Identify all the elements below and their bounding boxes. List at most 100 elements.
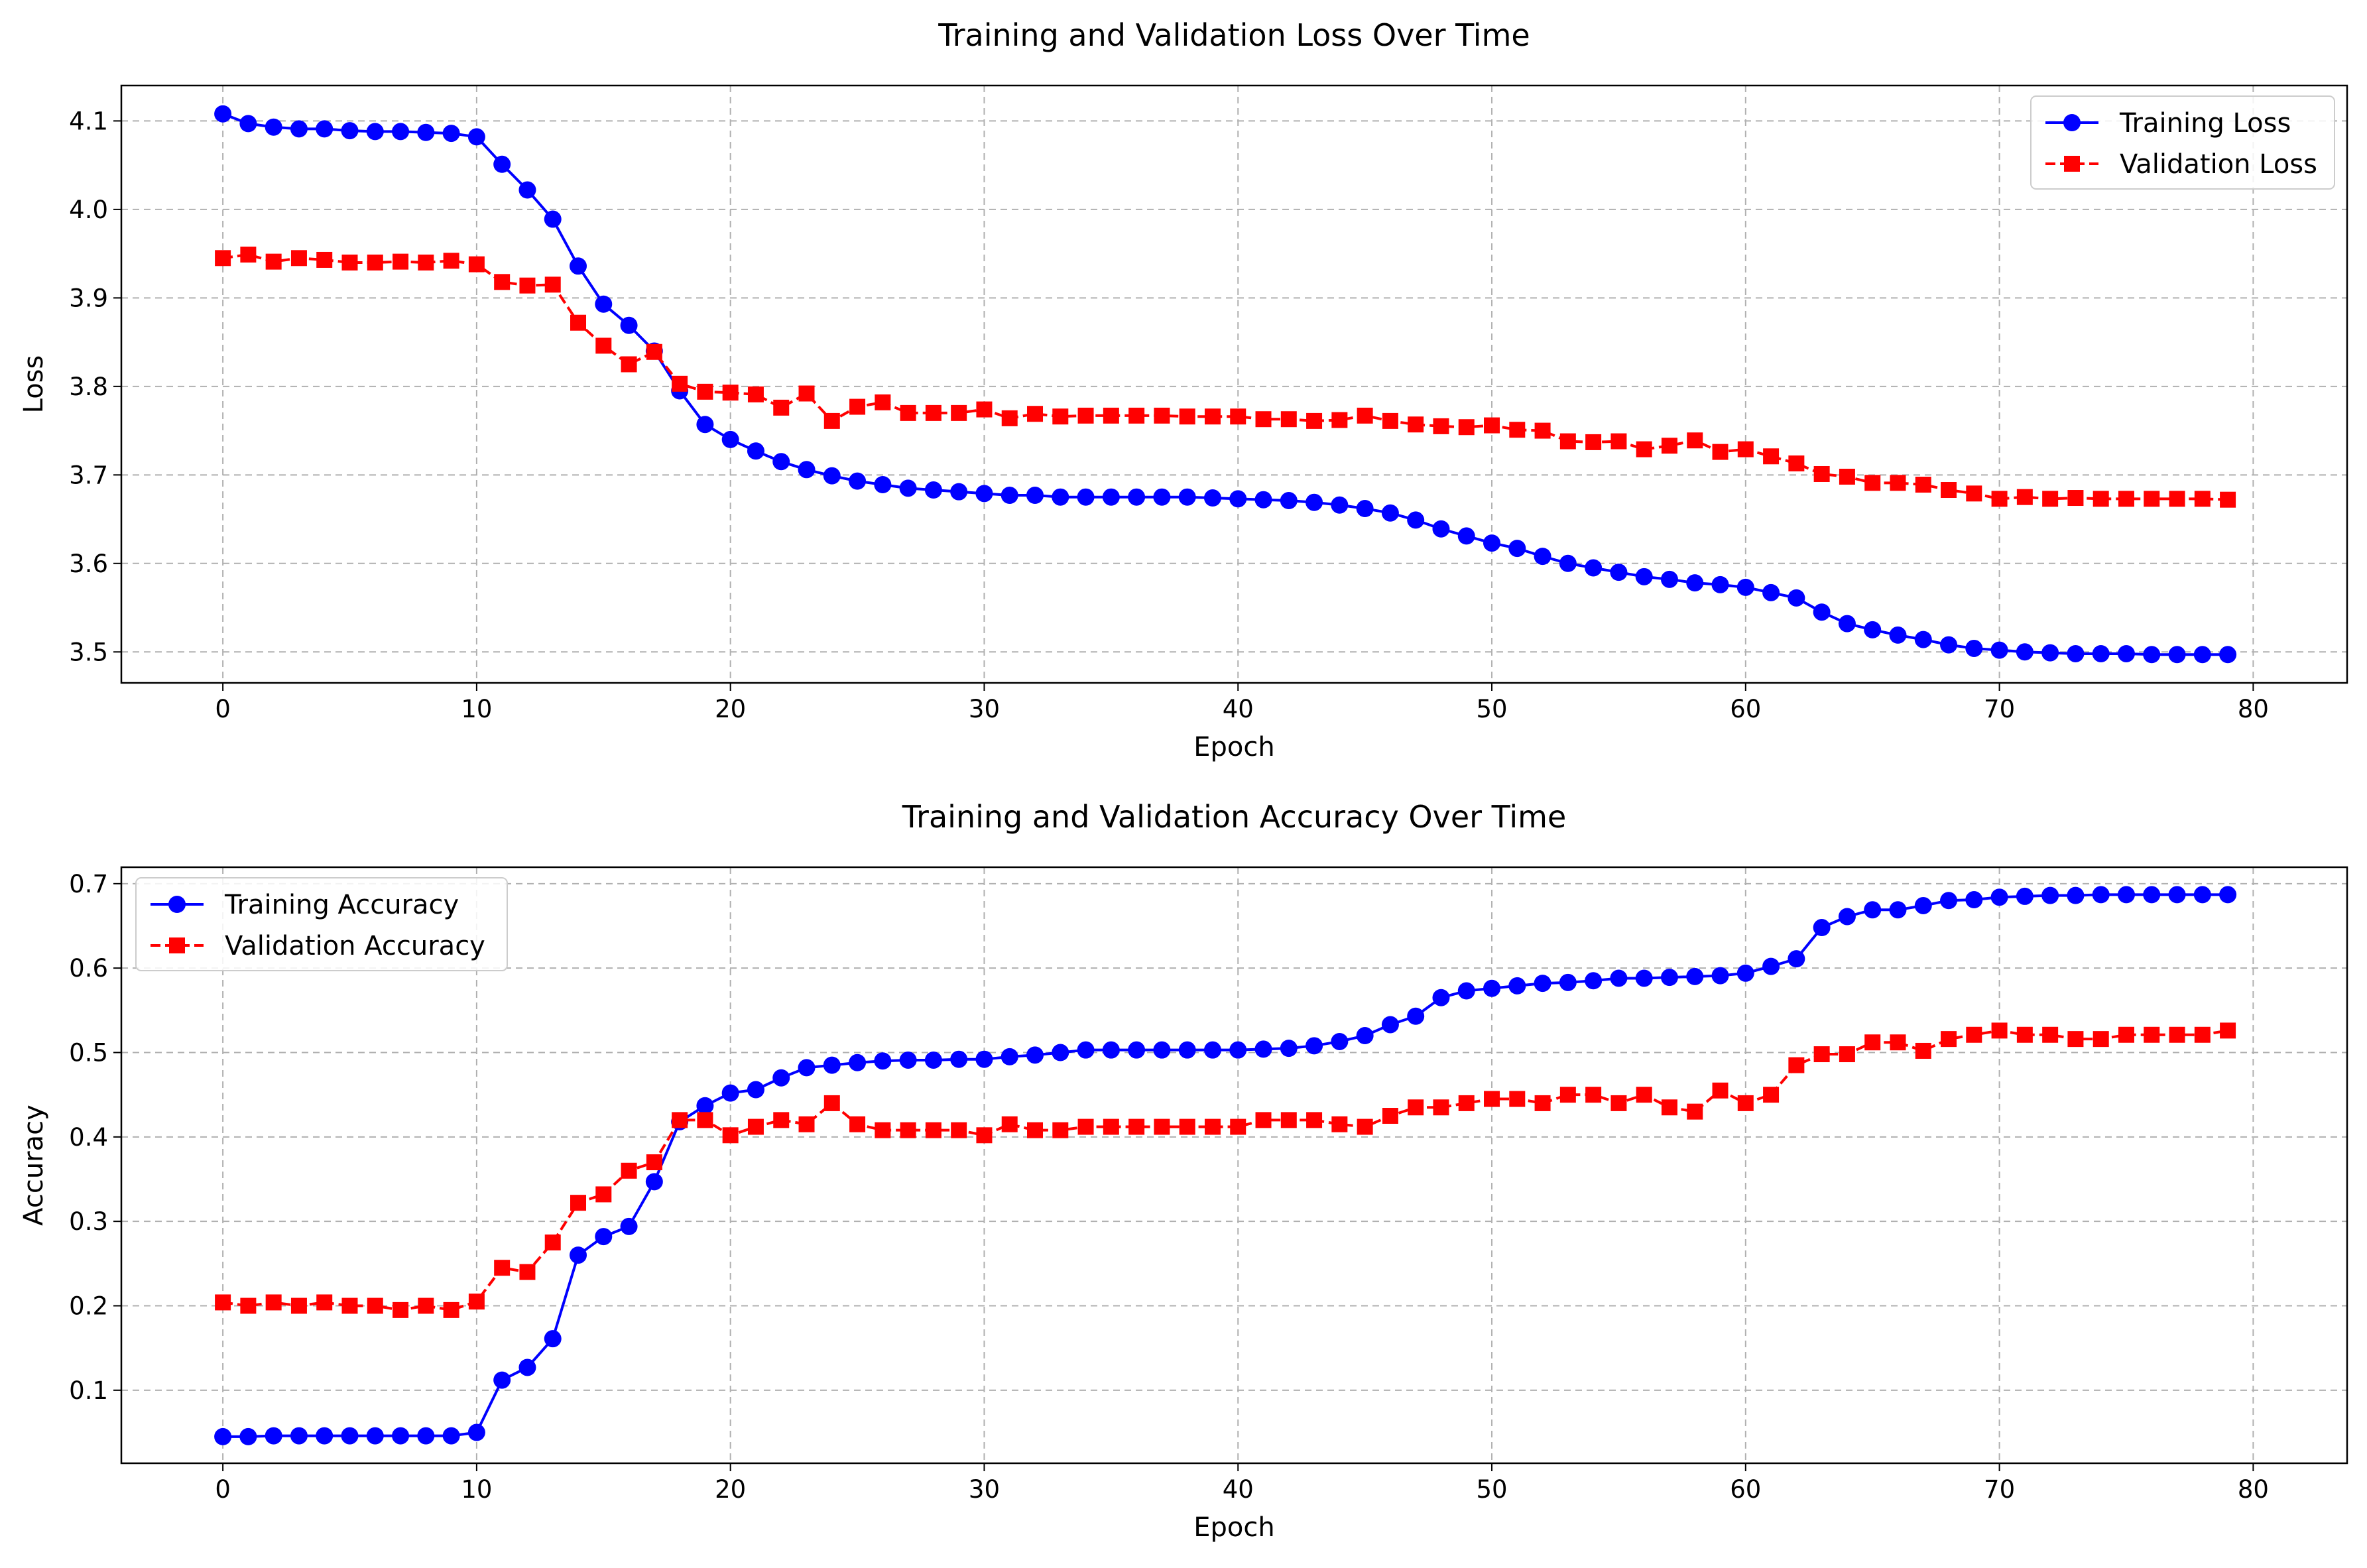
data-point: [1635, 568, 1653, 585]
data-point: [696, 416, 714, 434]
accuracy-chart-title: Training and Validation Accuracy Over Ti…: [902, 799, 1567, 835]
data-point: [1484, 1091, 1500, 1107]
data-point: [849, 1054, 867, 1071]
loss-legend: Training Loss Validation Loss: [2030, 95, 2335, 190]
data-point: [1762, 583, 1780, 601]
data-point: [1737, 1095, 1754, 1111]
data-point: [2219, 646, 2237, 664]
data-point: [721, 1084, 739, 1102]
data-point: [2117, 644, 2135, 662]
data-point: [951, 1122, 967, 1138]
data-point: [874, 1052, 892, 1070]
data-point: [1991, 491, 2008, 507]
data-point: [823, 412, 840, 429]
accuracy-legend: Training Accuracy Validation Accuracy: [135, 877, 508, 971]
data-point: [1788, 1057, 1805, 1073]
x-tick-label: 60: [1730, 695, 1761, 723]
y-tick-label: 0.1: [69, 1376, 108, 1405]
data-point: [1382, 1108, 1398, 1124]
data-point: [798, 1059, 816, 1077]
data-point: [747, 386, 764, 402]
data-point: [493, 155, 511, 173]
data-point: [1254, 1040, 1272, 1058]
x-tick-label: 0: [215, 695, 231, 723]
data-point: [1382, 412, 1398, 429]
y-tick-label: 0.5: [69, 1039, 108, 1067]
data-point: [2194, 491, 2211, 507]
data-point: [773, 399, 790, 416]
data-point: [1052, 408, 1069, 425]
data-point: [2016, 489, 2033, 505]
data-point: [620, 1217, 638, 1235]
data-point: [1255, 1112, 1272, 1128]
data-point: [2194, 1026, 2211, 1043]
data-point: [1965, 639, 1983, 657]
data-point: [392, 123, 410, 141]
data-point: [316, 1294, 333, 1311]
data-point: [1915, 477, 1931, 493]
data-point: [392, 1427, 410, 1445]
data-point: [341, 1427, 359, 1445]
data-point: [366, 1427, 384, 1445]
data-point: [798, 1116, 815, 1132]
data-point: [1381, 504, 1399, 522]
data-point: [265, 253, 282, 270]
data-point: [2042, 1026, 2059, 1043]
data-point: [1153, 488, 1171, 506]
data-point: [2144, 1026, 2160, 1043]
data-point: [1661, 1099, 1677, 1116]
data-point: [1484, 417, 1500, 434]
data-point: [849, 398, 866, 415]
accuracy-y-axis-label: Accuracy: [19, 1105, 49, 1226]
y-tick-label: 3.9: [69, 284, 108, 312]
data-point: [2067, 644, 2085, 662]
series-training-accuracy: [214, 886, 2237, 1445]
data-point: [442, 125, 460, 143]
data-point: [1838, 908, 1856, 926]
data-point: [2041, 886, 2059, 904]
data-point: [1763, 1087, 1780, 1103]
data-point: [595, 1186, 612, 1203]
x-tick-label: 0: [215, 1475, 231, 1504]
data-point: [341, 254, 358, 271]
legend-label: Training Loss: [2119, 108, 2291, 139]
data-point: [1457, 527, 1475, 545]
data-point: [570, 1246, 587, 1264]
data-point: [2169, 1026, 2185, 1043]
data-point: [1432, 520, 1450, 538]
data-point: [1203, 1041, 1221, 1059]
data-point: [1128, 488, 1146, 506]
data-point: [696, 1097, 714, 1115]
data-point: [722, 385, 739, 401]
data-point: [468, 256, 485, 272]
data-point: [2093, 1031, 2109, 1048]
data-point: [2117, 886, 2135, 904]
legend-box: [2030, 95, 2335, 190]
data-point: [1585, 559, 1603, 577]
legend-entry: Validation Loss: [2045, 149, 2317, 180]
data-point: [1838, 615, 1856, 633]
data-point: [1331, 1116, 1348, 1132]
data-point: [2168, 646, 2186, 664]
data-point: [2168, 886, 2186, 904]
data-point: [1102, 1041, 1120, 1059]
data-point: [518, 181, 536, 199]
data-point: [2092, 886, 2110, 904]
data-point: [2067, 1031, 2084, 1048]
data-point: [1610, 969, 1628, 987]
data-point: [1230, 1118, 1246, 1135]
data-point: [1813, 919, 1831, 937]
data-point: [1509, 422, 1526, 438]
x-tick-label: 30: [969, 695, 1000, 723]
data-point: [1534, 1095, 1551, 1111]
accuracy-gridlines: [121, 867, 2347, 1463]
data-point: [418, 254, 434, 271]
data-point: [2144, 491, 2160, 507]
data-point: [697, 383, 713, 400]
data-point: [1357, 407, 1373, 424]
data-point: [1736, 578, 1754, 596]
data-point: [468, 1294, 485, 1310]
data-point: [976, 401, 993, 418]
data-point: [290, 120, 308, 138]
data-point: [341, 122, 359, 140]
